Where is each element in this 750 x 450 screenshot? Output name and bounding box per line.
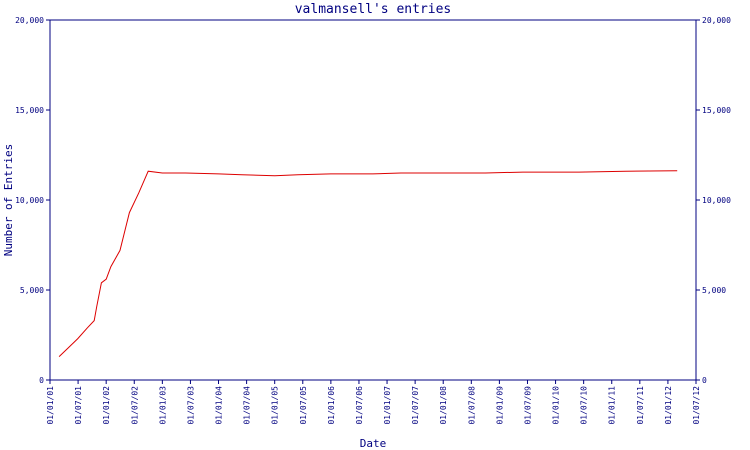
x-tick-label: 01/07/05 (299, 386, 308, 425)
x-tick-label: 01/01/07 (383, 386, 392, 425)
y-tick-label-left: 10,000 (15, 196, 44, 205)
plot-frame (49, 19, 697, 381)
y-tick-label-right: 5,000 (702, 286, 726, 295)
x-tick-label: 01/01/01 (46, 386, 55, 425)
x-tick-label: 01/07/08 (467, 386, 476, 425)
y-axis-left: 0 5,000 10,000 15,000 20,000 (15, 16, 50, 385)
x-tick-label: 01/07/12 (692, 386, 701, 425)
y-tick-label-left: 20,000 (15, 16, 44, 25)
x-tick-label: 01/01/10 (552, 386, 561, 425)
series-line (58, 170, 678, 357)
x-tick-label: 01/07/10 (580, 386, 589, 425)
x-tick-label: 01/01/06 (327, 386, 336, 425)
y-axis-right: 0 5,000 10,000 15,000 20,000 (696, 16, 731, 385)
y-tick-label-left: 0 (39, 376, 44, 385)
x-tick-label: 01/01/09 (495, 386, 504, 425)
x-tick-label: 01/01/05 (271, 386, 280, 425)
x-tick-label: 01/07/02 (130, 386, 139, 425)
chart-title: valmansell's entries (295, 2, 452, 17)
y-tick-label-right: 10,000 (702, 196, 731, 205)
x-tick-label: 01/07/06 (355, 386, 364, 425)
x-tick-label: 01/07/01 (74, 386, 83, 425)
x-tick-label: 01/01/03 (158, 386, 167, 425)
x-axis: 01/01/01 01/07/01 01/01/02 01/07/02 01/01/03… (46, 380, 701, 425)
x-tick-label: 01/07/07 (411, 386, 420, 425)
y-tick-label-left: 15,000 (15, 106, 44, 115)
y-tick-label-right: 0 (702, 376, 707, 385)
x-tick-label: 01/01/04 (215, 386, 224, 425)
y-tick-label-right: 15,000 (702, 106, 731, 115)
y-tick-label-right: 20,000 (702, 16, 731, 25)
x-tick-label: 01/01/02 (102, 386, 111, 425)
x-tick-label: 01/01/08 (439, 386, 448, 425)
x-tick-label: 01/07/03 (186, 386, 195, 425)
x-tick-label: 01/07/04 (243, 386, 252, 425)
y-axis-title: Number of Entries (2, 144, 15, 257)
y-tick-label-left: 5,000 (20, 286, 44, 295)
x-tick-label: 01/01/11 (608, 386, 617, 425)
x-tick-label: 01/07/09 (523, 386, 532, 425)
x-axis-title: Date (360, 437, 387, 450)
x-tick-label: 01/07/11 (636, 386, 645, 425)
x-tick-label: 01/01/12 (664, 386, 673, 425)
